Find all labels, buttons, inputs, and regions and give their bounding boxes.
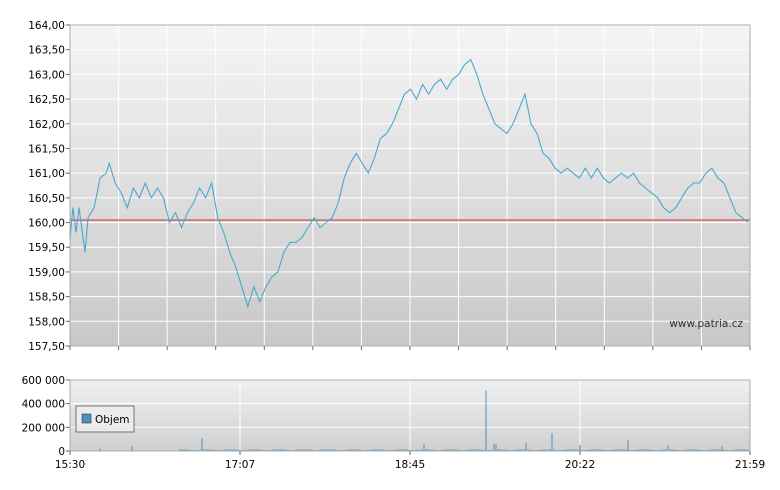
price-y-tick-label: 161,50 [28,143,65,155]
price-y-tick-label: 164,00 [28,20,65,32]
volume-panel: 0 200 000 400 000 600 000 15:30 17:07 18:45 20… [22,375,766,471]
price-y-tick-label: 162,00 [28,119,65,131]
time-x-tick-label: 20:22 [565,459,595,471]
volume-y-tick-label: 600 000 [22,375,65,387]
volume-y-tick-label: 200 000 [22,422,65,434]
price-panel: 157,50 158,00 158,50 159,00 159,50 160,00 160,… [28,20,751,353]
price-y-tick-label: 163,50 [28,45,65,57]
volume-plot-border [69,379,751,452]
volume-y-axis: 0 200 000 400 000 600 000 [22,375,70,458]
price-y-tick-label: 158,00 [28,316,65,328]
watermark: www.patria.cz [669,318,743,330]
price-series-line [69,58,749,309]
price-y-tick-label: 159,00 [28,267,65,279]
time-x-axis: 15:30 17:07 18:45 20:22 21:59 [55,451,765,471]
price-y-tick-label: 158,50 [28,292,65,304]
price-y-tick-label: 159,50 [28,242,65,254]
price-plot-border [69,24,751,347]
time-x-tick-label: 18:45 [395,459,425,471]
price-y-axis: 157,50 158,00 158,50 159,00 159,50 160,00 160,… [28,20,70,353]
price-y-tick-label: 163,00 [28,69,65,81]
price-y-tick-label: 161,00 [28,168,65,180]
price-y-tick-label: 162,50 [28,94,65,106]
time-x-tick-label: 15:30 [55,459,85,471]
time-x-tick-label: 17:07 [225,459,255,471]
legend-swatch [81,413,92,424]
legend-label: Objem [95,414,130,426]
volume-y-tick-label: 400 000 [22,399,65,411]
volume-y-tick-label: 0 [58,446,65,458]
volume-legend: Objem [75,405,135,433]
price-x-ticks [69,346,751,350]
price-y-tick-label: 160,50 [28,193,65,205]
time-x-tick-label: 21:59 [735,459,765,471]
price-y-tick-label: 157,50 [28,341,65,353]
price-grid [70,24,750,347]
price-y-tick-label: 160,00 [28,218,65,230]
